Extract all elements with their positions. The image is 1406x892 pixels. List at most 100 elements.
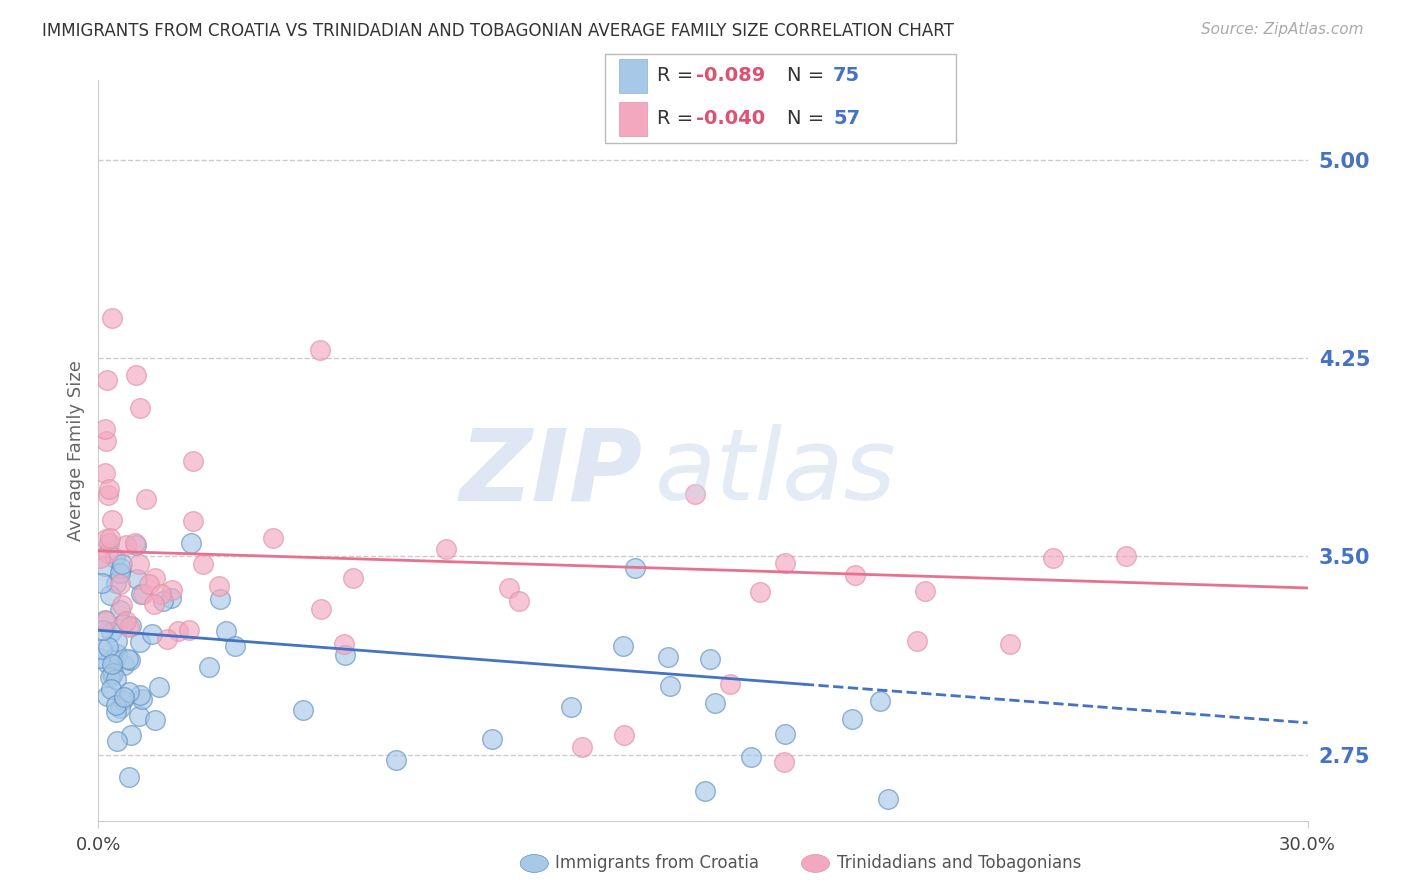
Point — [98, 482, 121, 496]
Point — [508, 594, 530, 608]
Point — [1042, 550, 1064, 565]
Text: N =: N = — [787, 109, 831, 128]
Point — [131, 691, 153, 706]
Point — [262, 531, 284, 545]
Point — [623, 561, 645, 575]
Point — [181, 514, 204, 528]
Point — [129, 635, 152, 649]
Point — [704, 697, 727, 711]
Text: ZIP: ZIP — [460, 425, 643, 521]
Text: Trinidadians and Tobagonians: Trinidadians and Tobagonians — [837, 855, 1081, 872]
Point — [110, 560, 132, 574]
Point — [105, 733, 128, 747]
Point — [224, 639, 246, 653]
FancyBboxPatch shape — [605, 54, 956, 143]
Point — [115, 614, 138, 628]
Point — [89, 550, 111, 565]
Point — [105, 633, 128, 648]
Point — [740, 750, 762, 764]
Point — [91, 641, 114, 656]
Point — [132, 587, 155, 601]
Point — [180, 536, 202, 550]
Point — [118, 770, 141, 784]
Point — [90, 575, 112, 590]
Point — [208, 591, 231, 606]
Point — [105, 575, 128, 590]
Point — [434, 542, 457, 557]
Point — [101, 311, 124, 326]
Point — [128, 401, 150, 416]
Point — [149, 587, 172, 601]
Point — [125, 368, 148, 383]
Point — [108, 576, 131, 591]
Point — [94, 533, 117, 547]
Point — [1115, 549, 1137, 564]
Point — [96, 434, 118, 448]
Point — [94, 613, 117, 627]
Point — [571, 739, 593, 754]
Point — [100, 681, 122, 696]
Point — [143, 571, 166, 585]
Point — [97, 640, 120, 654]
Point — [124, 536, 146, 550]
Point — [179, 624, 201, 638]
Point — [292, 703, 315, 717]
Point — [844, 568, 866, 582]
Point — [658, 679, 681, 693]
Point — [841, 712, 863, 726]
Point — [193, 557, 215, 571]
Point — [129, 587, 152, 601]
Text: Immigrants from Croatia: Immigrants from Croatia — [555, 855, 759, 872]
Point — [111, 557, 134, 571]
Point — [481, 732, 503, 747]
Point — [309, 343, 332, 357]
Point — [100, 670, 122, 684]
Point — [141, 627, 163, 641]
Point — [96, 373, 118, 387]
Point — [101, 667, 124, 681]
Point — [115, 538, 138, 552]
Point — [105, 705, 128, 719]
Point — [342, 571, 364, 585]
Point — [112, 690, 135, 704]
Point — [207, 578, 229, 592]
Point — [111, 693, 134, 707]
Point — [105, 672, 128, 686]
Point — [718, 677, 741, 691]
Point — [125, 572, 148, 586]
Point — [695, 784, 717, 798]
Point — [108, 566, 131, 580]
Point — [142, 597, 165, 611]
Point — [93, 467, 115, 481]
Point — [117, 652, 139, 666]
Point — [100, 625, 122, 640]
Point — [159, 591, 181, 605]
Point — [560, 700, 582, 714]
Point — [143, 713, 166, 727]
Point — [699, 651, 721, 665]
Point — [311, 602, 333, 616]
Point — [108, 603, 131, 617]
Point — [998, 636, 1021, 650]
Point — [215, 624, 238, 638]
Point — [98, 536, 121, 550]
Point — [657, 649, 679, 664]
Point — [120, 728, 142, 742]
Point — [148, 680, 170, 694]
Point — [333, 637, 356, 651]
Bar — [619, 102, 647, 136]
Point — [613, 728, 636, 742]
Point — [773, 727, 796, 741]
Point — [685, 487, 707, 501]
Point — [773, 556, 796, 570]
Point — [96, 657, 118, 671]
Point — [128, 557, 150, 571]
Point — [612, 639, 634, 653]
Point — [198, 660, 221, 674]
Point — [112, 657, 135, 672]
Text: atlas: atlas — [655, 425, 896, 521]
Text: N =: N = — [787, 66, 831, 86]
Point — [91, 623, 114, 637]
Point — [110, 700, 132, 714]
Point — [97, 488, 120, 502]
